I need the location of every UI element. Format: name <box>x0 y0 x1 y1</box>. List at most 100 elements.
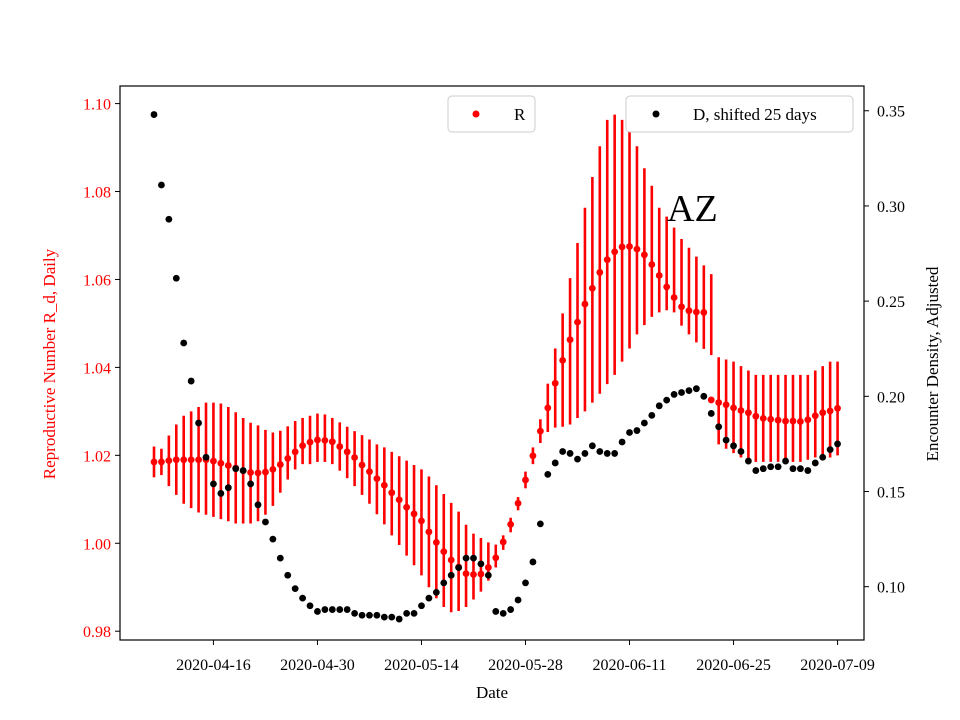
y-tick-right-label: 0.35 <box>877 104 905 121</box>
y-axis-right-label: Encounter Density, Adjusted <box>923 266 942 461</box>
d-point <box>425 594 433 602</box>
r-point <box>551 379 559 387</box>
r-point <box>366 468 373 476</box>
d-point <box>745 457 752 465</box>
r-point <box>336 443 344 450</box>
d-point <box>626 429 633 436</box>
r-point <box>262 468 269 476</box>
r-point <box>804 416 812 424</box>
r-point <box>529 452 537 460</box>
d-point <box>588 442 596 450</box>
y-tick-left-label: 0.98 <box>83 624 111 641</box>
r-point <box>603 256 611 264</box>
d-point <box>276 554 284 562</box>
r-point <box>328 438 336 446</box>
d-point <box>522 579 529 587</box>
legend-r-marker <box>472 110 480 118</box>
r-point <box>640 251 648 259</box>
d-point <box>455 564 463 572</box>
d-point <box>767 463 775 471</box>
d-point <box>551 459 559 467</box>
d-point <box>314 608 321 615</box>
r-point <box>440 548 448 556</box>
y-ticks-right-layer: 0.10 0.15 0.20 0.25 0.30 0.35 <box>864 104 905 597</box>
r-point <box>663 283 671 291</box>
r-point <box>618 243 626 251</box>
r-point <box>834 404 841 412</box>
d-point <box>559 448 567 455</box>
d-point <box>262 518 269 526</box>
d-point <box>774 463 782 471</box>
d-point <box>366 611 373 619</box>
y-tick-right-label: 0.15 <box>877 485 905 502</box>
r-point <box>187 456 195 464</box>
d-point <box>202 453 210 461</box>
r-point <box>254 469 262 477</box>
d-point <box>789 465 797 473</box>
y-tick-left-label: 1.08 <box>83 185 111 202</box>
d-point <box>380 613 388 621</box>
x-tick-label: 2020-04-16 <box>176 657 251 674</box>
r-point <box>172 456 180 464</box>
r-point <box>648 261 656 268</box>
legend-d-box <box>625 95 854 133</box>
d-point <box>707 410 715 417</box>
d-point <box>640 419 648 427</box>
r-point <box>678 303 685 311</box>
d-point <box>633 427 641 434</box>
d-point <box>291 585 299 592</box>
d-point <box>462 554 470 562</box>
d-point <box>826 446 834 454</box>
r-point <box>819 409 827 417</box>
x-axis-label: Date <box>476 683 508 702</box>
x-ticks-layer: 2020-04-16 2020-04-30 2020-05-14 2020-05-28… <box>176 640 875 674</box>
r-point <box>477 570 485 578</box>
r-point <box>499 538 507 546</box>
d-point <box>210 480 217 488</box>
d-point <box>165 215 173 223</box>
r-point <box>150 458 158 466</box>
r-point <box>165 457 173 465</box>
d-point <box>477 560 485 568</box>
r-point <box>626 243 633 250</box>
d-point <box>514 596 522 604</box>
d-point <box>351 609 359 617</box>
r-point <box>797 418 804 425</box>
r-point <box>544 404 552 412</box>
r-point <box>811 412 819 420</box>
r-point <box>633 245 641 253</box>
r-point <box>737 407 745 414</box>
r-point <box>767 415 775 423</box>
r-point <box>715 399 723 406</box>
r-point <box>559 356 567 364</box>
r-point <box>247 469 254 476</box>
d-point <box>507 606 515 613</box>
x-tick-label: 2020-07-09 <box>800 657 875 674</box>
d-point <box>232 465 240 473</box>
d-point <box>834 440 841 448</box>
d-point <box>715 423 723 431</box>
r-point <box>284 455 292 462</box>
r-point <box>596 269 604 276</box>
d-point <box>470 554 477 562</box>
r-point <box>611 248 619 256</box>
r-point <box>655 272 663 279</box>
d-point <box>544 470 552 478</box>
legend-r: R <box>447 95 536 133</box>
x-tick-label: 2020-06-11 <box>592 657 666 674</box>
r-point <box>388 489 396 497</box>
y-axis-left-label: Reproductive Number R_d, Daily <box>40 248 59 479</box>
d-point <box>700 392 708 400</box>
r-point <box>351 454 359 461</box>
d-point <box>529 558 537 566</box>
r-points-layer <box>150 243 841 578</box>
r-point <box>730 404 737 412</box>
d-point <box>321 606 329 613</box>
d-point <box>336 606 344 613</box>
r-point <box>299 442 306 450</box>
r-point <box>343 448 351 456</box>
legend-r-label: R <box>514 105 526 124</box>
r-point <box>692 308 700 316</box>
r-point <box>782 417 789 425</box>
d-point <box>782 457 789 465</box>
